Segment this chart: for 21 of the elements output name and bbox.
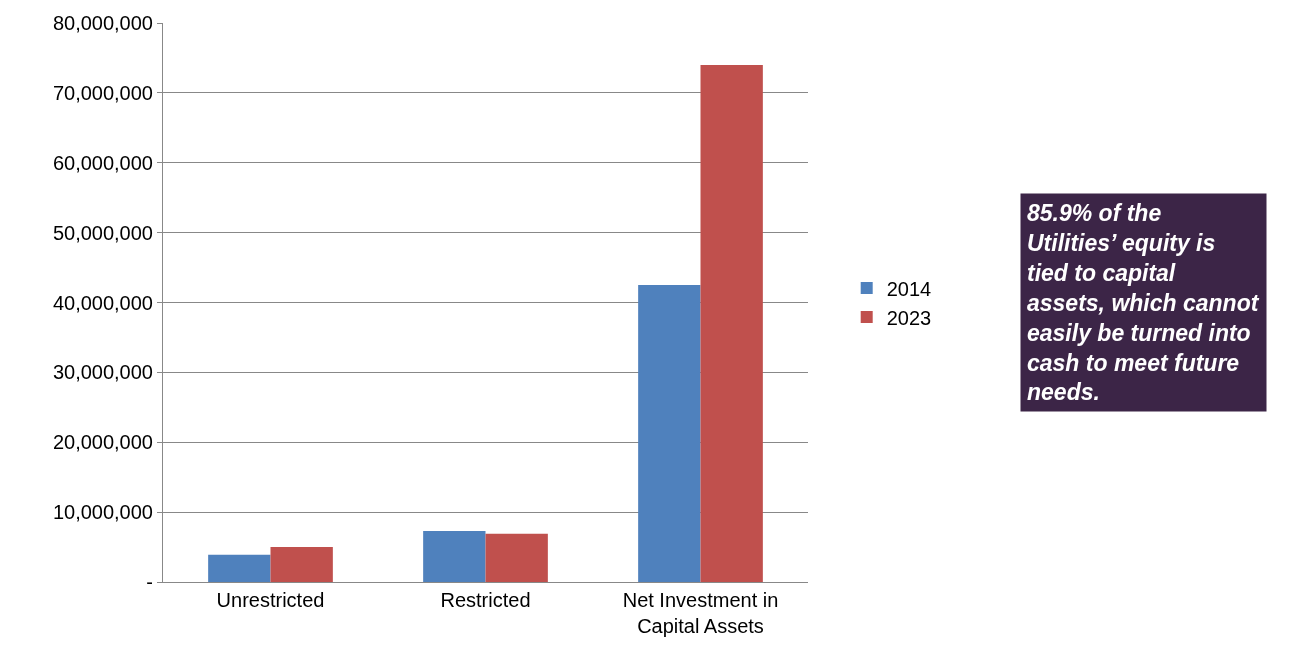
y-tick-label: 40,000,000 [52, 291, 153, 314]
y-tick-label: 50,000,000 [52, 221, 153, 244]
y-tick-label: - [146, 571, 153, 593]
bar [485, 533, 548, 582]
legend-label: 2014 [886, 277, 932, 300]
bar [638, 285, 701, 582]
x-tick-label: Restricted [440, 589, 531, 611]
legend-label: 2023 [886, 306, 932, 329]
y-tick-label: 60,000,000 [52, 151, 153, 174]
x-tick-label: Unrestricted [216, 589, 325, 611]
bar [700, 64, 763, 582]
x-tick-label: Net Investment in Capital Assets [622, 589, 779, 637]
bar [423, 530, 486, 582]
bar [270, 547, 333, 582]
y-tick-label: 30,000,000 [52, 361, 153, 384]
y-tick-label: 80,000,000 [52, 12, 153, 34]
bar [208, 554, 271, 582]
text: 85.9% of the Utilities’ equity is tied to capital assets, which cannot easily be turned into cash to meet future needs. [1027, 200, 1260, 406]
y-tick-label: 70,000,000 [52, 81, 153, 104]
y-tick-label: 10,000,000 [52, 501, 153, 524]
y-tick-label: 20,000,000 [52, 431, 153, 454]
